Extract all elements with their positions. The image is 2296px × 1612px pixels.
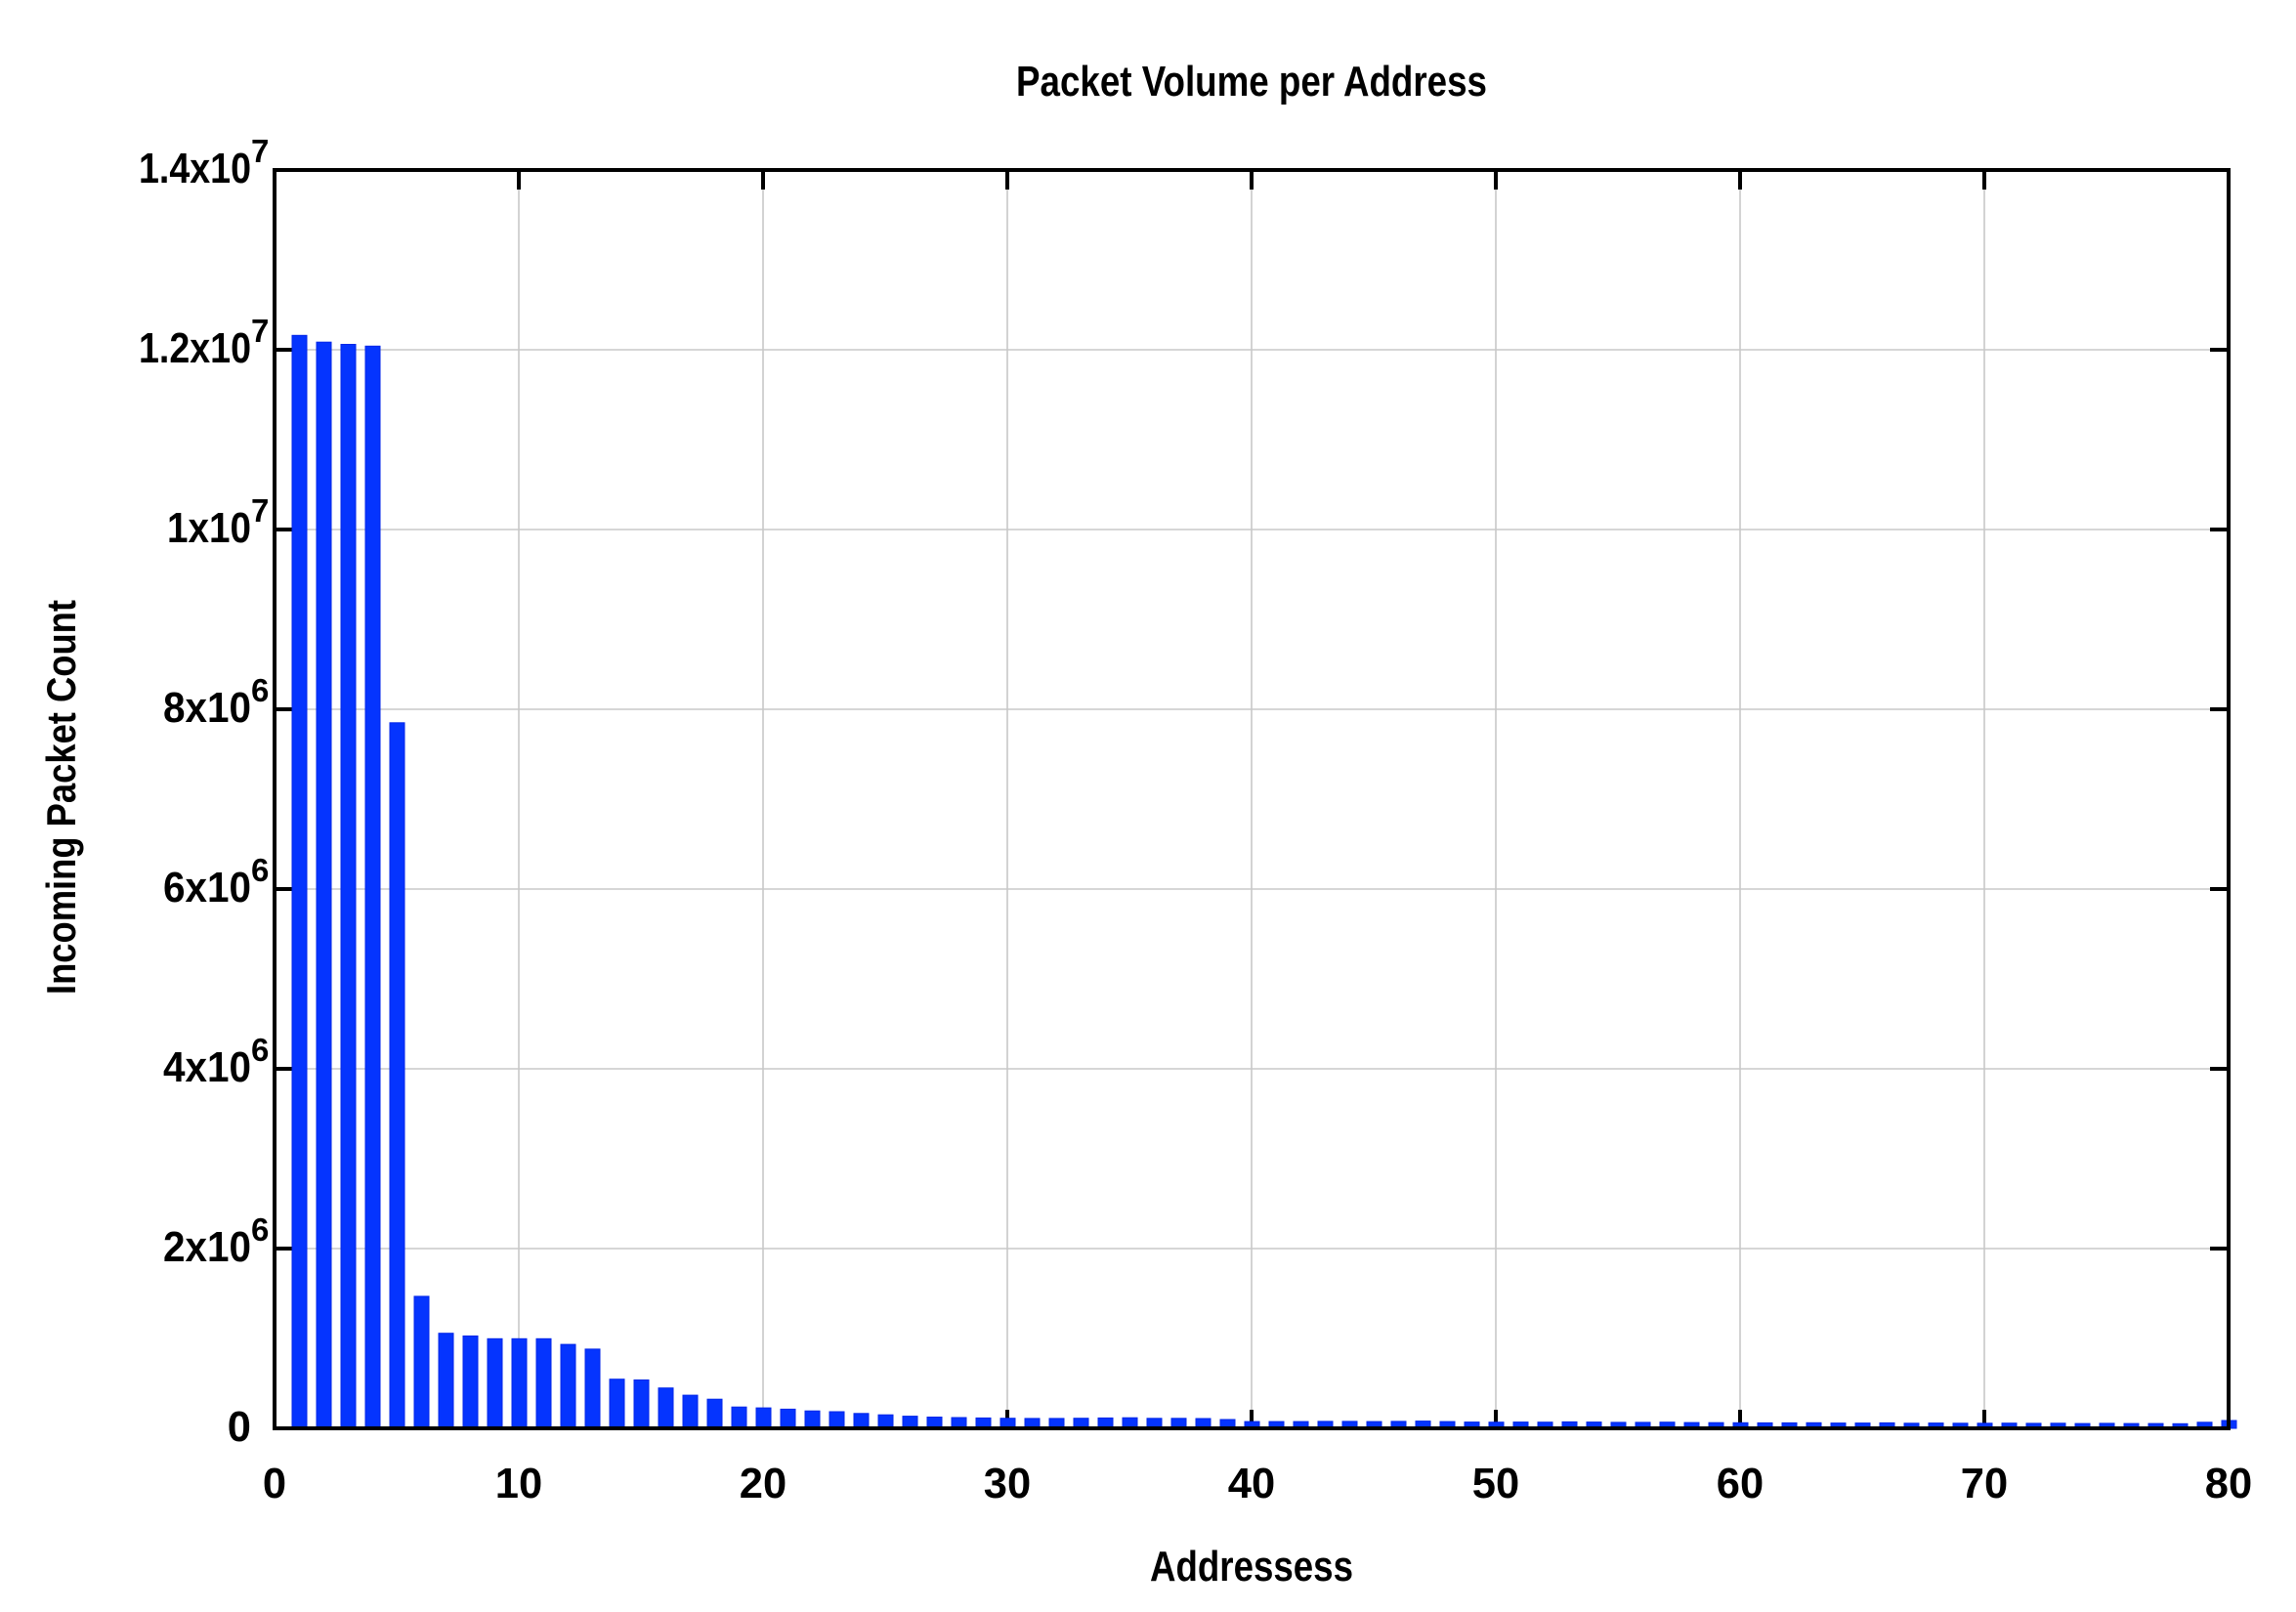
svg-text:2x10: 2x10 (163, 1224, 251, 1271)
svg-text:6: 6 (251, 1032, 269, 1068)
svg-text:0: 0 (263, 1461, 286, 1507)
svg-text:6: 6 (251, 852, 269, 888)
svg-text:1.4x10: 1.4x10 (139, 146, 251, 192)
svg-text:4x10: 4x10 (163, 1044, 251, 1091)
svg-text:50: 50 (1472, 1461, 1519, 1507)
svg-text:6: 6 (251, 672, 269, 708)
svg-text:40: 40 (1228, 1461, 1275, 1507)
svg-text:Packet Volume per Address: Packet Volume per Address (1016, 59, 1487, 106)
svg-text:8x10: 8x10 (163, 685, 251, 732)
svg-text:1x10: 1x10 (167, 505, 251, 552)
svg-text:30: 30 (984, 1461, 1031, 1507)
svg-text:60: 60 (1717, 1461, 1764, 1507)
svg-text:1.2x10: 1.2x10 (139, 325, 251, 372)
svg-text:7: 7 (251, 492, 269, 529)
svg-text:10: 10 (495, 1461, 542, 1507)
svg-text:7: 7 (251, 133, 269, 169)
svg-text:70: 70 (1961, 1461, 2008, 1507)
svg-text:6: 6 (251, 1211, 269, 1248)
svg-text:20: 20 (740, 1461, 787, 1507)
svg-text:0: 0 (228, 1404, 251, 1451)
svg-text:7: 7 (251, 313, 269, 349)
svg-text:80: 80 (2205, 1461, 2252, 1507)
svg-text:Addressess: Addressess (1150, 1544, 1353, 1591)
svg-text:Incoming Packet Count: Incoming Packet Count (38, 600, 84, 995)
svg-text:6x10: 6x10 (163, 865, 251, 912)
